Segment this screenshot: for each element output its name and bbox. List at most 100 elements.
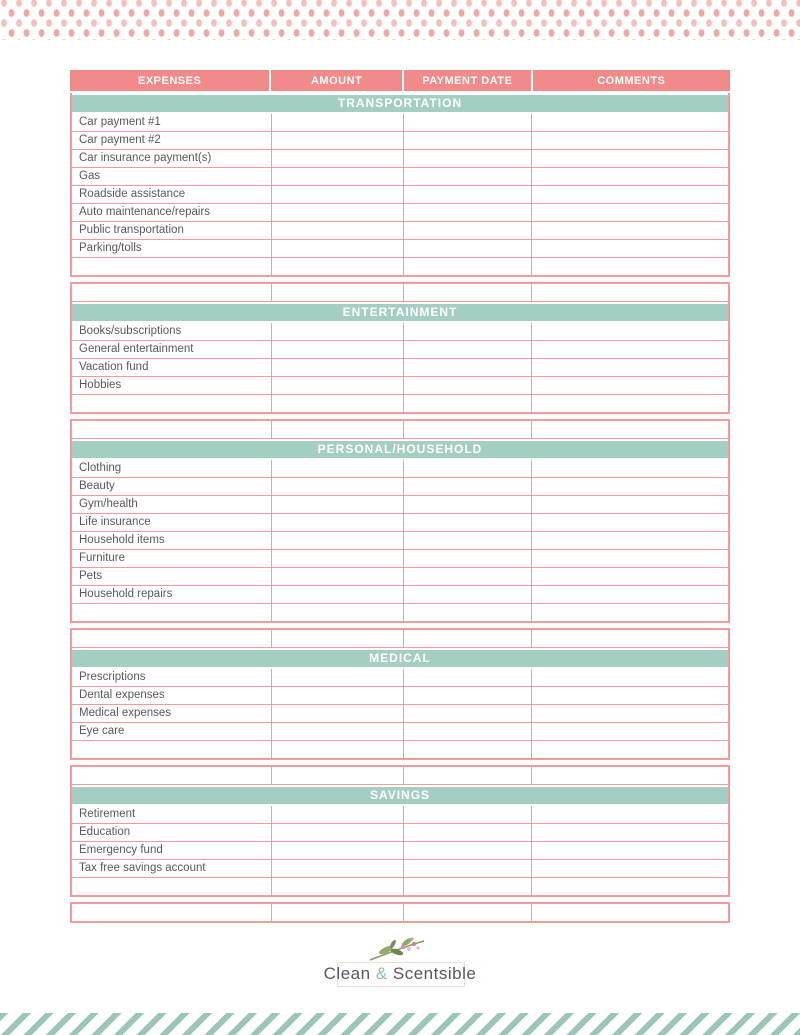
comments-cell [532,806,728,823]
expense-cell: Public transportation [72,222,273,239]
amount-cell [272,723,404,740]
expense-cell: Eye care [72,723,273,740]
section-header: SAVINGS [72,784,728,806]
table-row: Parking/tolls [72,239,728,257]
comments-cell [532,377,728,394]
payment-date-cell [404,460,532,477]
payment-date-cell [404,878,532,895]
comments-cell [532,323,728,340]
section-header: PERSONAL/HOUSEHOLD [72,438,728,460]
comments-cell [532,723,728,740]
amount-cell [272,878,404,895]
table-row: Books/subscriptions [72,323,728,340]
amount-cell [272,204,404,221]
comments-cell [532,186,728,203]
comments-cell [532,532,728,549]
section-savings: SAVINGS Retirement Education Emergency fund… [70,765,730,897]
payment-date-cell [404,323,532,340]
table-row: Clothing [72,460,728,477]
payment-date-cell [404,478,532,495]
amount-cell [272,705,404,722]
expense-cell: Emergency fund [72,842,273,859]
payment-date-cell [404,806,532,823]
section-header-label: TRANSPORTATION [72,95,728,112]
table-row [72,394,728,412]
payment-date-cell [404,132,532,149]
table-row: General entertainment [72,340,728,358]
comments-cell [532,258,728,275]
table-row: Education [72,823,728,841]
expense-cell [72,878,273,895]
comments-cell [532,478,728,495]
logo-word-clean: Clean [323,964,371,983]
amount-cell [272,359,404,376]
section-header-label: ENTERTAINMENT [72,304,728,321]
payment-date-cell [404,186,532,203]
payment-date-cell [404,586,532,603]
amount-cell [272,604,404,621]
comments-cell [532,860,728,877]
amount-cell [272,377,404,394]
expense-cell [72,421,273,438]
expense-cell [72,630,273,647]
expense-cell [72,604,273,621]
payment-date-cell [404,284,532,301]
payment-date-cell [404,860,532,877]
table-row: Retirement [72,806,728,823]
table-row [72,630,728,647]
bottom-stripe-border [0,1013,800,1035]
table-row [72,740,728,758]
table-row: Prescriptions [72,669,728,686]
amount-cell [272,478,404,495]
comments-cell [532,132,728,149]
amount-cell [272,168,404,185]
payment-date-cell [404,687,532,704]
payment-date-cell [404,904,532,921]
amount-cell [272,421,404,438]
comments-cell [532,514,728,531]
payment-date-cell [404,258,532,275]
comments-cell [532,240,728,257]
comments-cell [532,741,728,758]
table-row: Furniture [72,549,728,567]
comments-cell [532,222,728,239]
amount-cell [272,240,404,257]
payment-date-cell [404,222,532,239]
expense-cell: Books/subscriptions [72,323,273,340]
comments-cell [532,168,728,185]
amount-cell [272,222,404,239]
payment-date-cell [404,705,532,722]
table-row [72,257,728,275]
expense-cell [72,395,273,412]
comments-cell [532,496,728,513]
amount-cell [272,132,404,149]
payment-date-cell [404,114,532,131]
expense-cell: General entertainment [72,341,273,358]
expense-cell: Auto maintenance/repairs [72,204,273,221]
section-personal-household: PERSONAL/HOUSEHOLD Clothing Beauty Gym/heal… [70,419,730,623]
comments-cell [532,359,728,376]
expense-cell: Pets [72,568,273,585]
section-header-label: PERSONAL/HOUSEHOLD [72,441,728,458]
comments-cell [532,284,728,301]
amount-cell [272,904,404,921]
payment-date-cell [404,240,532,257]
amount-cell [272,741,404,758]
table-row: Tax free savings account [72,859,728,877]
payment-date-cell [404,341,532,358]
expense-cell: Hobbies [72,377,273,394]
amount-cell [272,514,404,531]
table-row [72,877,728,895]
top-polka-dot-border [0,0,800,40]
comments-cell [532,114,728,131]
payment-date-cell [404,568,532,585]
payment-date-cell [404,669,532,686]
payment-date-cell [404,377,532,394]
table-row: Car insurance payment(s) [72,149,728,167]
expense-cell: Prescriptions [72,669,273,686]
amount-cell [272,842,404,859]
payment-date-cell [404,150,532,167]
comments-cell [532,630,728,647]
table-row: Pets [72,567,728,585]
table-row: Gym/health [72,495,728,513]
